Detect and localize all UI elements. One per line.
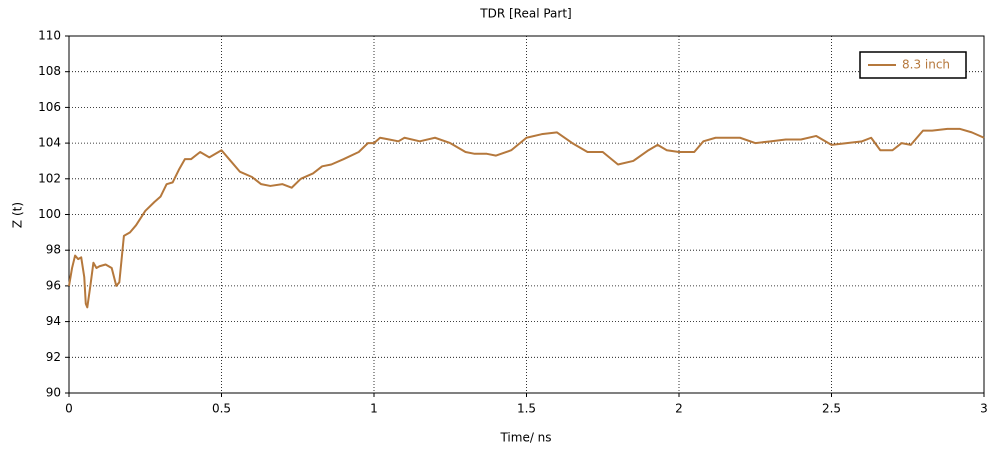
y-axis-label: Z (t) (11, 202, 25, 228)
y-tick-label: 94 (46, 314, 61, 328)
legend-label: 8.3 inch (902, 58, 950, 72)
legend-box (859, 51, 967, 79)
y-tick-label: 106 (38, 100, 61, 114)
y-tick-label: 96 (46, 278, 61, 292)
plot-frame (68, 35, 985, 394)
x-tick-label: 0.5 (212, 402, 231, 416)
x-axis-label: Time/ ns (499, 431, 551, 445)
x-tick-label: 1.5 (517, 402, 536, 416)
x-tick-label: 2 (675, 402, 683, 416)
y-tick-label: 108 (38, 64, 61, 78)
y-tick-label: 102 (38, 171, 61, 185)
data-line (68, 127, 985, 309)
y-tick-label: 92 (46, 350, 61, 364)
x-tick-label: 1 (370, 402, 378, 416)
y-tick-label: 90 (46, 386, 61, 400)
x-tick-label: 3 (980, 402, 988, 416)
chart-title: TDR [Real Part] (479, 7, 571, 21)
x-tick-label: 2.5 (822, 402, 841, 416)
x-tick-label: 0 (65, 402, 73, 416)
y-tick-label: 100 (38, 207, 61, 221)
y-tick-label: 104 (38, 136, 61, 150)
y-tick-label: 110 (38, 29, 61, 43)
y-tick-label: 98 (46, 243, 61, 257)
